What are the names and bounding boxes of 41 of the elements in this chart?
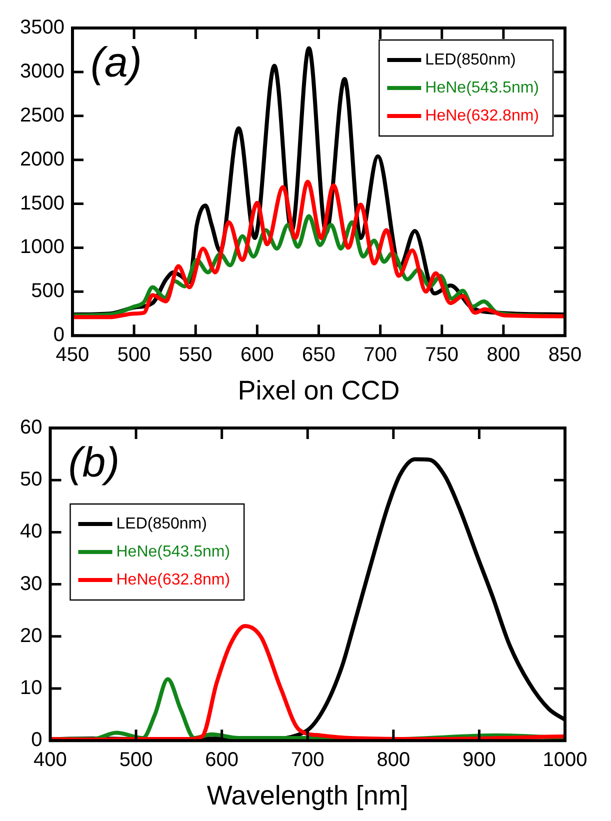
y-tick-label: 500 xyxy=(31,280,64,302)
x-tick-label: 800 xyxy=(376,749,410,772)
legend-label: LED(850nm) xyxy=(425,51,516,68)
legend-label: HeNe(543.5nm) xyxy=(116,543,230,560)
x-tick-label: 450 xyxy=(56,344,90,366)
legend-label: HeNe(632.8nm) xyxy=(425,107,539,124)
x-tick-label: 650 xyxy=(302,344,336,366)
annotation: (b) xyxy=(68,438,120,486)
y-tick-label: 40 xyxy=(20,520,42,543)
y-tick-label: 30 xyxy=(20,572,42,595)
x-axis-title: Wavelength [nm] xyxy=(206,780,408,810)
y-tick-label: 3500 xyxy=(20,16,64,39)
annotation: (a) xyxy=(90,38,142,86)
x-tick-label: 900 xyxy=(462,749,496,772)
legend-label: HeNe(632.8nm) xyxy=(116,571,230,588)
x-tick-label: 500 xyxy=(119,749,153,772)
y-tick-label: 3000 xyxy=(20,60,64,82)
x-axis-title: Pixel on CCD xyxy=(238,375,400,406)
y-tick-label: 0 xyxy=(31,729,42,752)
x-tick-label: 500 xyxy=(117,344,151,366)
x-tick-label: 700 xyxy=(364,344,397,366)
y-tick-label: 10 xyxy=(20,677,42,700)
y-tick-label: 2000 xyxy=(20,148,64,170)
x-tick-label: 550 xyxy=(178,344,212,366)
x-tick-label: 700 xyxy=(290,749,324,772)
x-tick-label: 400 xyxy=(34,749,67,772)
y-tick-label: 60 xyxy=(20,416,42,439)
x-tick-label: 600 xyxy=(240,344,274,366)
legend-label: LED(850nm) xyxy=(116,515,207,532)
y-tick-label: 0 xyxy=(53,324,64,346)
y-tick-label: 2500 xyxy=(20,104,64,126)
x-tick-label: 1000 xyxy=(542,749,588,772)
x-tick-label: 750 xyxy=(425,344,459,366)
y-tick-label: 1500 xyxy=(20,192,64,214)
x-tick-label: 850 xyxy=(548,344,582,366)
y-tick-label: 20 xyxy=(20,624,42,647)
y-tick-label: 1000 xyxy=(20,236,64,258)
x-tick-label: 600 xyxy=(205,749,239,772)
x-tick-label: 800 xyxy=(486,344,520,366)
y-tick-label: 50 xyxy=(20,468,42,491)
legend-label: HeNe(543.5nm) xyxy=(425,79,539,96)
